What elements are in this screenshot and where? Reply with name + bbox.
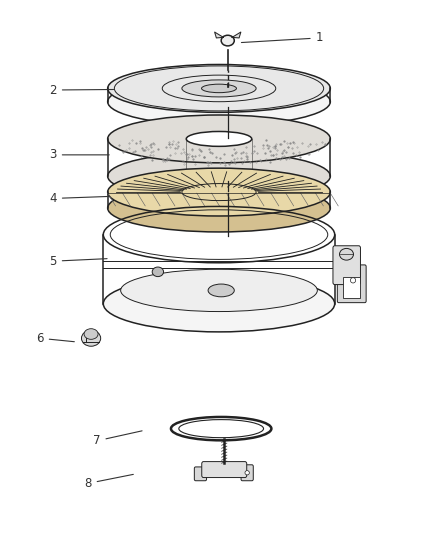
Polygon shape: [232, 32, 241, 38]
FancyBboxPatch shape: [333, 246, 360, 285]
Ellipse shape: [350, 278, 356, 283]
FancyBboxPatch shape: [241, 465, 253, 481]
Ellipse shape: [186, 168, 252, 183]
Ellipse shape: [108, 152, 330, 200]
Text: 3: 3: [49, 148, 109, 161]
Ellipse shape: [108, 184, 330, 232]
Text: 2: 2: [49, 84, 113, 96]
Ellipse shape: [186, 132, 252, 147]
Text: 1: 1: [241, 31, 323, 44]
FancyBboxPatch shape: [202, 462, 247, 478]
Ellipse shape: [245, 471, 249, 475]
Ellipse shape: [108, 115, 330, 163]
Polygon shape: [215, 32, 223, 38]
Text: 4: 4: [49, 192, 109, 205]
Text: 7: 7: [93, 431, 142, 447]
FancyBboxPatch shape: [337, 265, 366, 303]
FancyBboxPatch shape: [343, 277, 360, 298]
Ellipse shape: [108, 64, 330, 112]
Ellipse shape: [108, 78, 330, 126]
Ellipse shape: [221, 35, 234, 46]
Ellipse shape: [81, 330, 101, 346]
Ellipse shape: [152, 267, 163, 277]
Text: 6: 6: [36, 332, 74, 345]
Text: 5: 5: [49, 255, 107, 268]
Ellipse shape: [208, 284, 234, 297]
Ellipse shape: [182, 80, 256, 97]
Text: 8: 8: [85, 474, 133, 490]
Ellipse shape: [120, 269, 318, 312]
Ellipse shape: [201, 84, 237, 93]
Ellipse shape: [103, 276, 335, 332]
Ellipse shape: [108, 168, 330, 216]
Ellipse shape: [339, 248, 353, 260]
Ellipse shape: [84, 329, 98, 340]
FancyBboxPatch shape: [194, 467, 207, 481]
